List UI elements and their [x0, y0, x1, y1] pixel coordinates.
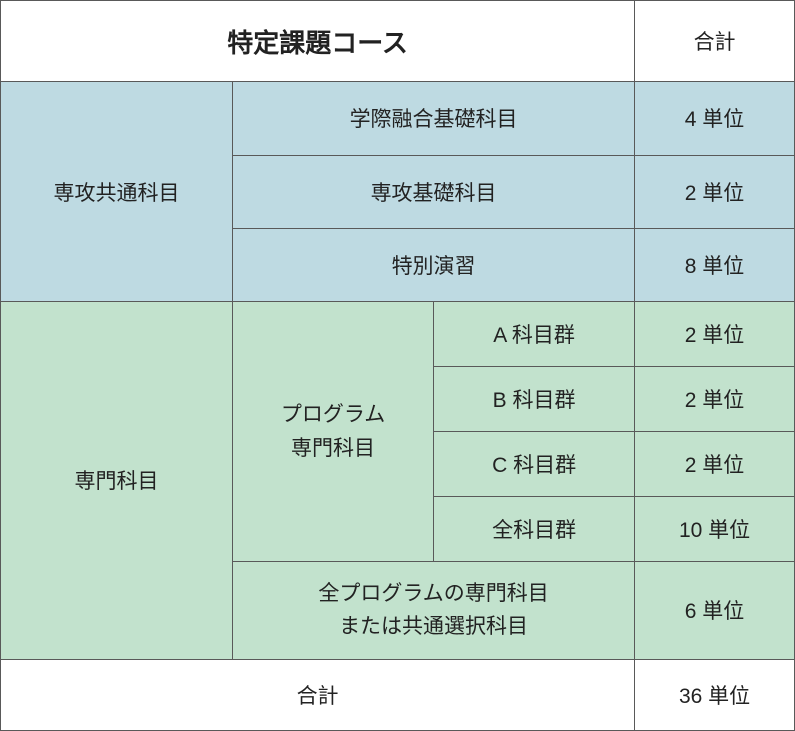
footer-total: 36 単位 — [635, 659, 795, 730]
footer-row: 合計 36 単位 — [1, 659, 795, 730]
section2-credits-0: 2 単位 — [635, 301, 795, 366]
section1-label-2: 特別演習 — [233, 228, 635, 301]
section2-bottom-credits: 6 単位 — [635, 562, 795, 660]
section2-category: 専門科目 — [1, 301, 233, 659]
section2-label-1: B 科目群 — [434, 367, 635, 432]
section2-subcategory: プログラム 専門科目 — [233, 301, 434, 561]
section2-bottom-line2: または共通選択科目 — [339, 615, 528, 638]
section2-label-3: 全科目群 — [434, 497, 635, 562]
section2-bottom-line1: 全プログラムの専門科目 — [318, 582, 548, 605]
credits-table: 特定課題コース 合計 専攻共通科目 学際融合基礎科目 4 単位 専攻基礎科目 2… — [0, 0, 795, 731]
header-row: 特定課題コース 合計 — [1, 1, 795, 82]
section2-row-0: 専門科目 プログラム 専門科目 A 科目群 2 単位 — [1, 301, 795, 366]
table-title: 特定課題コース — [1, 1, 635, 82]
section2-subcategory-line2: 専門科目 — [291, 437, 375, 460]
section2-bottom-label: 全プログラムの専門科目 または共通選択科目 — [233, 562, 635, 660]
section1-credits-0: 4 単位 — [635, 82, 795, 155]
section2-subcategory-line1: プログラム — [281, 403, 385, 426]
credits-table-container: 特定課題コース 合計 専攻共通科目 学際融合基礎科目 4 単位 専攻基礎科目 2… — [0, 0, 795, 731]
section1-credits-2: 8 単位 — [635, 228, 795, 301]
section1-row-0: 専攻共通科目 学際融合基礎科目 4 単位 — [1, 82, 795, 155]
section2-label-2: C 科目群 — [434, 432, 635, 497]
section2-label-0: A 科目群 — [434, 301, 635, 366]
section2-credits-2: 2 単位 — [635, 432, 795, 497]
section1-label-1: 専攻基礎科目 — [233, 155, 635, 228]
section1-label-0: 学際融合基礎科目 — [233, 82, 635, 155]
section1-category: 専攻共通科目 — [1, 82, 233, 302]
section2-credits-3: 10 単位 — [635, 497, 795, 562]
section2-credits-1: 2 単位 — [635, 367, 795, 432]
footer-label: 合計 — [1, 659, 635, 730]
section1-credits-1: 2 単位 — [635, 155, 795, 228]
header-total-label: 合計 — [635, 1, 795, 82]
